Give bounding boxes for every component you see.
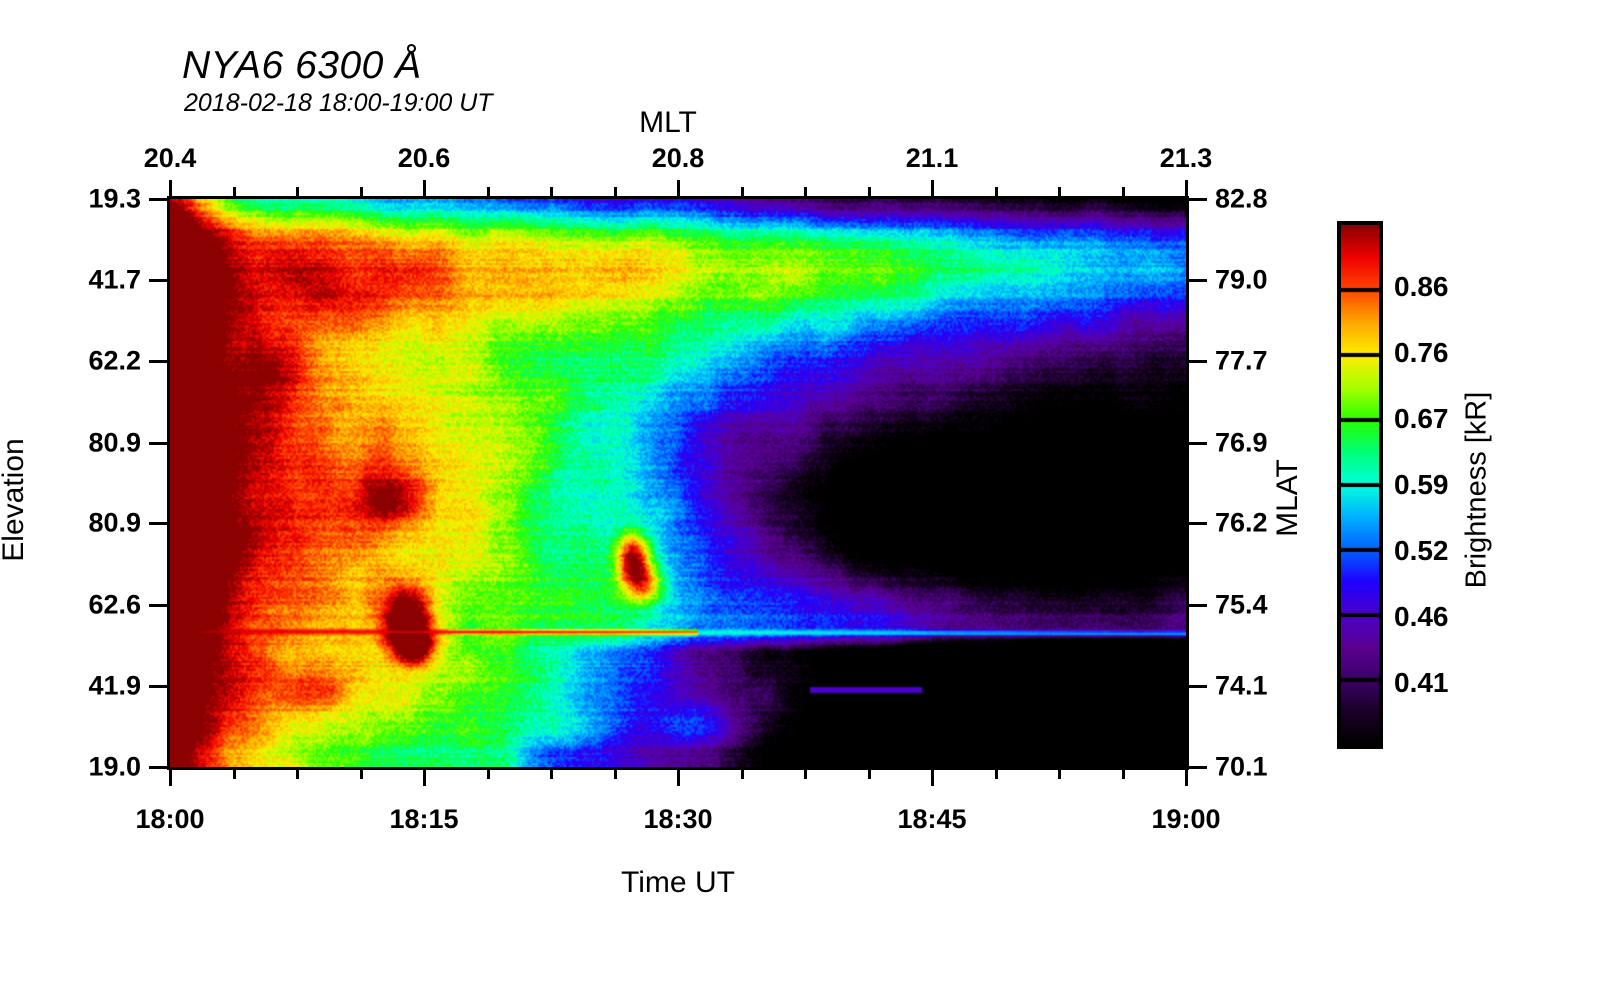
tick-bottom-minor bbox=[550, 770, 553, 779]
tick-label-elevation: 41.7 bbox=[88, 264, 141, 295]
tick-top-minor bbox=[359, 187, 363, 196]
tick-top-minor bbox=[804, 187, 807, 196]
tick-right bbox=[1189, 279, 1207, 283]
tick-label-mlat: 77.7 bbox=[1215, 345, 1268, 376]
tick-right bbox=[1189, 441, 1207, 445]
colorbar-title: Brightness [kR] bbox=[1460, 391, 1493, 589]
tick-top-minor bbox=[613, 187, 617, 196]
tick-left bbox=[149, 766, 167, 769]
tick-bottom-minor bbox=[359, 770, 363, 779]
tick-label-elevation: 62.6 bbox=[88, 589, 141, 620]
tick-bottom-minor bbox=[994, 770, 998, 779]
keogram-plot-area bbox=[167, 196, 1189, 770]
tick-top-minor bbox=[994, 187, 998, 196]
tick-label-mlt: 21.1 bbox=[905, 143, 959, 173]
tick-top-minor bbox=[1058, 187, 1061, 196]
tick-right bbox=[1189, 766, 1207, 769]
tick-label-mlat: 70.1 bbox=[1215, 751, 1268, 782]
tick-left bbox=[149, 360, 167, 364]
tick-label-elevation: 41.9 bbox=[88, 670, 141, 701]
tick-bottom-major bbox=[677, 770, 680, 786]
colorbar-tick-label: 0.59 bbox=[1394, 469, 1449, 500]
tick-left bbox=[149, 603, 167, 607]
tick-left bbox=[149, 441, 167, 445]
tick-label-elevation: 62.2 bbox=[88, 345, 141, 376]
colorbar bbox=[1337, 221, 1383, 749]
tick-top-minor bbox=[296, 187, 299, 196]
tick-bottom-minor bbox=[867, 770, 871, 779]
tick-left bbox=[149, 198, 167, 201]
tick-label-mlat: 74.1 bbox=[1215, 670, 1268, 701]
keogram-image bbox=[170, 199, 1186, 767]
tick-top-major bbox=[1185, 180, 1188, 196]
tick-label-elevation: 19.0 bbox=[88, 751, 141, 782]
tick-right bbox=[1189, 522, 1207, 526]
tick-label-time: 18:45 bbox=[897, 804, 967, 834]
tick-label-elevation: 80.9 bbox=[88, 427, 141, 458]
colorbar-tick-label: 0.46 bbox=[1394, 601, 1449, 632]
tick-bottom-minor bbox=[804, 770, 807, 779]
tick-bottom-minor bbox=[740, 770, 744, 779]
top-axis-title: MLT bbox=[639, 106, 697, 139]
tick-label-time: 18:00 bbox=[135, 804, 205, 834]
tick-label-mlat: 75.4 bbox=[1215, 589, 1268, 620]
tick-bottom-major bbox=[1185, 770, 1188, 786]
tick-left bbox=[149, 522, 167, 526]
colorbar-tick-label: 0.41 bbox=[1394, 667, 1449, 698]
tick-label-mlt: 20.8 bbox=[651, 143, 705, 173]
tick-right bbox=[1189, 360, 1207, 364]
tick-bottom-major bbox=[931, 770, 934, 786]
tick-label-time: 19:00 bbox=[1151, 804, 1221, 834]
tick-label-mlat: 76.9 bbox=[1215, 427, 1268, 458]
tick-bottom-minor bbox=[1121, 770, 1125, 779]
tick-top-minor bbox=[740, 187, 744, 196]
page-title: NYA6 6300 Å bbox=[182, 44, 422, 87]
tick-left bbox=[149, 279, 167, 283]
tick-right bbox=[1189, 198, 1207, 201]
tick-label-time: 18:15 bbox=[389, 804, 459, 834]
tick-label-mlt: 21.3 bbox=[1159, 143, 1213, 173]
tick-top-minor bbox=[232, 187, 236, 196]
tick-top-minor bbox=[550, 187, 553, 196]
tick-top-minor bbox=[867, 187, 871, 196]
tick-label-mlat: 76.2 bbox=[1215, 507, 1268, 538]
colorbar-tick-label: 0.67 bbox=[1394, 403, 1449, 434]
tick-label-mlt: 20.4 bbox=[143, 143, 197, 173]
bottom-axis-title: Time UT bbox=[621, 866, 735, 899]
tick-bottom-minor bbox=[613, 770, 617, 779]
right-axis-title: MLAT bbox=[1271, 459, 1304, 537]
tick-top-minor bbox=[1121, 187, 1125, 196]
tick-label-time: 18:30 bbox=[643, 804, 713, 834]
page-subtitle: 2018-02-18 18:00-19:00 UT bbox=[184, 89, 493, 117]
tick-right bbox=[1189, 684, 1207, 688]
tick-top-minor bbox=[486, 187, 490, 196]
tick-top-major bbox=[931, 180, 934, 196]
tick-top-major bbox=[677, 180, 680, 196]
tick-label-mlat: 79.0 bbox=[1215, 264, 1268, 295]
tick-label-mlt: 20.6 bbox=[397, 143, 451, 173]
colorbar-tick-label: 0.76 bbox=[1394, 337, 1449, 368]
tick-bottom-minor bbox=[486, 770, 490, 779]
tick-bottom-major bbox=[169, 770, 172, 786]
tick-bottom-minor bbox=[296, 770, 299, 779]
colorbar-gradient bbox=[1341, 225, 1379, 745]
tick-top-major bbox=[169, 180, 172, 196]
tick-bottom-minor bbox=[232, 770, 236, 779]
tick-label-mlat: 82.8 bbox=[1215, 183, 1268, 214]
tick-left bbox=[149, 684, 167, 688]
colorbar-tick-label: 0.52 bbox=[1394, 535, 1449, 566]
tick-bottom-minor bbox=[1058, 770, 1061, 779]
tick-label-elevation: 80.9 bbox=[88, 507, 141, 538]
tick-right bbox=[1189, 603, 1207, 607]
tick-bottom-major bbox=[423, 770, 426, 786]
colorbar-tick-label: 0.86 bbox=[1394, 271, 1449, 302]
tick-top-major bbox=[423, 180, 426, 196]
tick-label-elevation: 19.3 bbox=[88, 183, 141, 214]
left-axis-title: Elevation bbox=[0, 438, 30, 562]
